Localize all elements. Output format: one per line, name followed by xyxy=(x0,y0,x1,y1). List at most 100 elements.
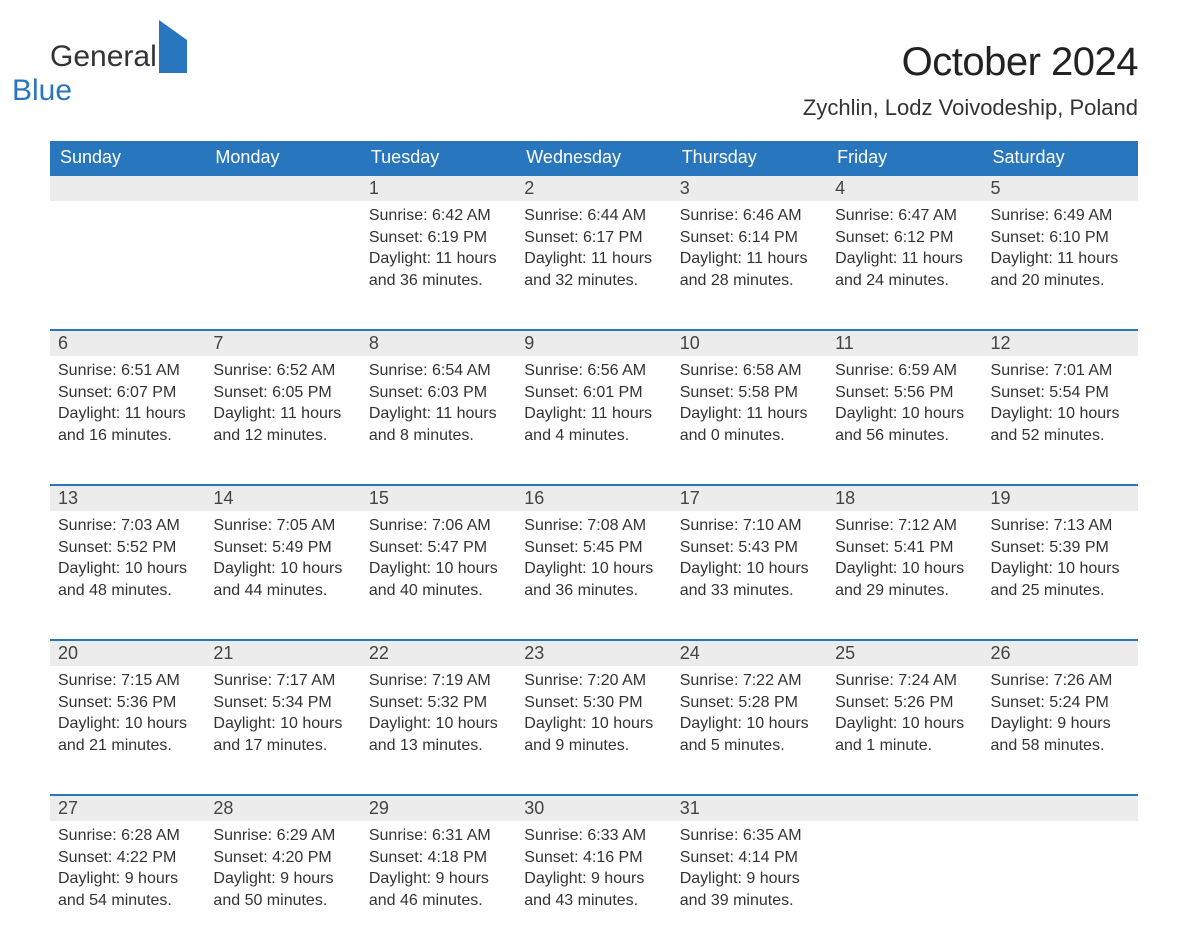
logo-text-blue: Blue xyxy=(12,74,72,107)
day-number: 21 xyxy=(205,639,360,666)
sunset-line: Sunset: 4:14 PM xyxy=(680,847,819,869)
daylight-line: Daylight: 10 hours and 48 minutes. xyxy=(58,558,197,601)
sunrise-line: Sunrise: 7:01 AM xyxy=(991,360,1130,382)
day-number: 23 xyxy=(516,639,671,666)
sunset-line: Sunset: 6:01 PM xyxy=(524,382,663,404)
daylight-line: Daylight: 11 hours and 8 minutes. xyxy=(369,403,508,446)
sunrise-line: Sunrise: 7:15 AM xyxy=(58,670,197,692)
daylight-line: Daylight: 10 hours and 21 minutes. xyxy=(58,713,197,756)
daylight-line: Daylight: 10 hours and 9 minutes. xyxy=(524,713,663,756)
day-cell: Sunrise: 7:13 AMSunset: 5:39 PMDaylight:… xyxy=(983,511,1138,639)
weekday-header: Wednesday xyxy=(516,141,671,174)
sunrise-line: Sunrise: 7:26 AM xyxy=(991,670,1130,692)
sunset-line: Sunset: 5:36 PM xyxy=(58,692,197,714)
day-number xyxy=(827,794,982,821)
daylight-line: Daylight: 11 hours and 0 minutes. xyxy=(680,403,819,446)
day-number: 13 xyxy=(50,484,205,511)
daylight-line: Daylight: 9 hours and 58 minutes. xyxy=(991,713,1130,756)
sunset-line: Sunset: 5:30 PM xyxy=(524,692,663,714)
day-cell: Sunrise: 6:42 AMSunset: 6:19 PMDaylight:… xyxy=(361,201,516,329)
day-number: 4 xyxy=(827,174,982,201)
sunrise-line: Sunrise: 6:47 AM xyxy=(835,205,974,227)
week-daynum-row: 20212223242526 xyxy=(50,639,1138,666)
day-number: 31 xyxy=(672,794,827,821)
day-cell: Sunrise: 6:52 AMSunset: 6:05 PMDaylight:… xyxy=(205,356,360,484)
day-data: Sunrise: 6:46 AMSunset: 6:14 PMDaylight:… xyxy=(672,201,827,301)
day-cell: Sunrise: 7:03 AMSunset: 5:52 PMDaylight:… xyxy=(50,511,205,639)
calendar-body: 12345Sunrise: 6:42 AMSunset: 6:19 PMDayl… xyxy=(50,174,1138,949)
day-number: 24 xyxy=(672,639,827,666)
day-cell: Sunrise: 7:05 AMSunset: 5:49 PMDaylight:… xyxy=(205,511,360,639)
daylight-line: Daylight: 10 hours and 5 minutes. xyxy=(680,713,819,756)
sunrise-line: Sunrise: 6:59 AM xyxy=(835,360,974,382)
week-data-row: Sunrise: 6:42 AMSunset: 6:19 PMDaylight:… xyxy=(50,201,1138,329)
daylight-line: Daylight: 11 hours and 32 minutes. xyxy=(524,248,663,291)
sunrise-line: Sunrise: 6:33 AM xyxy=(524,825,663,847)
weekday-header-row: SundayMondayTuesdayWednesdayThursdayFrid… xyxy=(50,141,1138,174)
sunrise-line: Sunrise: 6:42 AM xyxy=(369,205,508,227)
sunrise-line: Sunrise: 6:31 AM xyxy=(369,825,508,847)
day-cell: Sunrise: 6:59 AMSunset: 5:56 PMDaylight:… xyxy=(827,356,982,484)
week-daynum-row: 12345 xyxy=(50,174,1138,201)
day-number: 27 xyxy=(50,794,205,821)
day-number: 26 xyxy=(983,639,1138,666)
day-cell: Sunrise: 7:19 AMSunset: 5:32 PMDaylight:… xyxy=(361,666,516,794)
sunrise-line: Sunrise: 6:56 AM xyxy=(524,360,663,382)
day-number: 28 xyxy=(205,794,360,821)
daylight-line: Daylight: 11 hours and 20 minutes. xyxy=(991,248,1130,291)
title-block: October 2024 Zychlin, Lodz Voivodeship, … xyxy=(803,40,1138,135)
day-data: Sunrise: 7:05 AMSunset: 5:49 PMDaylight:… xyxy=(205,511,360,611)
week-daynum-row: 13141516171819 xyxy=(50,484,1138,511)
day-data: Sunrise: 7:01 AMSunset: 5:54 PMDaylight:… xyxy=(983,356,1138,456)
sunset-line: Sunset: 5:43 PM xyxy=(680,537,819,559)
day-data: Sunrise: 6:28 AMSunset: 4:22 PMDaylight:… xyxy=(50,821,205,921)
day-cell xyxy=(50,201,205,329)
day-number: 16 xyxy=(516,484,671,511)
day-number: 14 xyxy=(205,484,360,511)
day-data: Sunrise: 6:42 AMSunset: 6:19 PMDaylight:… xyxy=(361,201,516,301)
day-cell: Sunrise: 7:08 AMSunset: 5:45 PMDaylight:… xyxy=(516,511,671,639)
week-data-row: Sunrise: 6:28 AMSunset: 4:22 PMDaylight:… xyxy=(50,821,1138,949)
day-cell: Sunrise: 6:47 AMSunset: 6:12 PMDaylight:… xyxy=(827,201,982,329)
sunset-line: Sunset: 6:05 PM xyxy=(213,382,352,404)
sunset-line: Sunset: 5:58 PM xyxy=(680,382,819,404)
sunset-line: Sunset: 6:03 PM xyxy=(369,382,508,404)
day-cell: Sunrise: 7:20 AMSunset: 5:30 PMDaylight:… xyxy=(516,666,671,794)
sunrise-line: Sunrise: 7:13 AM xyxy=(991,515,1130,537)
day-number: 10 xyxy=(672,329,827,356)
logo: General Blue xyxy=(50,40,187,108)
sunset-line: Sunset: 6:17 PM xyxy=(524,227,663,249)
month-title: October 2024 xyxy=(803,40,1138,85)
day-data: Sunrise: 6:54 AMSunset: 6:03 PMDaylight:… xyxy=(361,356,516,456)
daylight-line: Daylight: 10 hours and 40 minutes. xyxy=(369,558,508,601)
daylight-line: Daylight: 10 hours and 52 minutes. xyxy=(991,403,1130,446)
sunrise-line: Sunrise: 7:10 AM xyxy=(680,515,819,537)
day-data: Sunrise: 6:52 AMSunset: 6:05 PMDaylight:… xyxy=(205,356,360,456)
sunrise-line: Sunrise: 6:54 AM xyxy=(369,360,508,382)
week-data-row: Sunrise: 6:51 AMSunset: 6:07 PMDaylight:… xyxy=(50,356,1138,484)
day-cell: Sunrise: 7:12 AMSunset: 5:41 PMDaylight:… xyxy=(827,511,982,639)
day-data: Sunrise: 6:33 AMSunset: 4:16 PMDaylight:… xyxy=(516,821,671,921)
day-cell: Sunrise: 6:31 AMSunset: 4:18 PMDaylight:… xyxy=(361,821,516,949)
sunrise-line: Sunrise: 6:44 AM xyxy=(524,205,663,227)
day-data: Sunrise: 6:31 AMSunset: 4:18 PMDaylight:… xyxy=(361,821,516,921)
daylight-line: Daylight: 10 hours and 33 minutes. xyxy=(680,558,819,601)
day-data: Sunrise: 7:08 AMSunset: 5:45 PMDaylight:… xyxy=(516,511,671,611)
sunrise-line: Sunrise: 7:12 AM xyxy=(835,515,974,537)
weekday-header: Tuesday xyxy=(361,141,516,174)
day-number: 6 xyxy=(50,329,205,356)
day-data: Sunrise: 7:13 AMSunset: 5:39 PMDaylight:… xyxy=(983,511,1138,611)
week-data-row: Sunrise: 7:03 AMSunset: 5:52 PMDaylight:… xyxy=(50,511,1138,639)
sunset-line: Sunset: 5:41 PM xyxy=(835,537,974,559)
logo-triangle-icon xyxy=(159,20,187,73)
day-number: 29 xyxy=(361,794,516,821)
day-number xyxy=(205,174,360,201)
day-cell: Sunrise: 6:35 AMSunset: 4:14 PMDaylight:… xyxy=(672,821,827,949)
day-number: 25 xyxy=(827,639,982,666)
sunset-line: Sunset: 5:52 PM xyxy=(58,537,197,559)
daylight-line: Daylight: 10 hours and 13 minutes. xyxy=(369,713,508,756)
weekday-header: Thursday xyxy=(672,141,827,174)
weekday-header: Monday xyxy=(205,141,360,174)
day-data: Sunrise: 7:20 AMSunset: 5:30 PMDaylight:… xyxy=(516,666,671,766)
sunset-line: Sunset: 4:16 PM xyxy=(524,847,663,869)
